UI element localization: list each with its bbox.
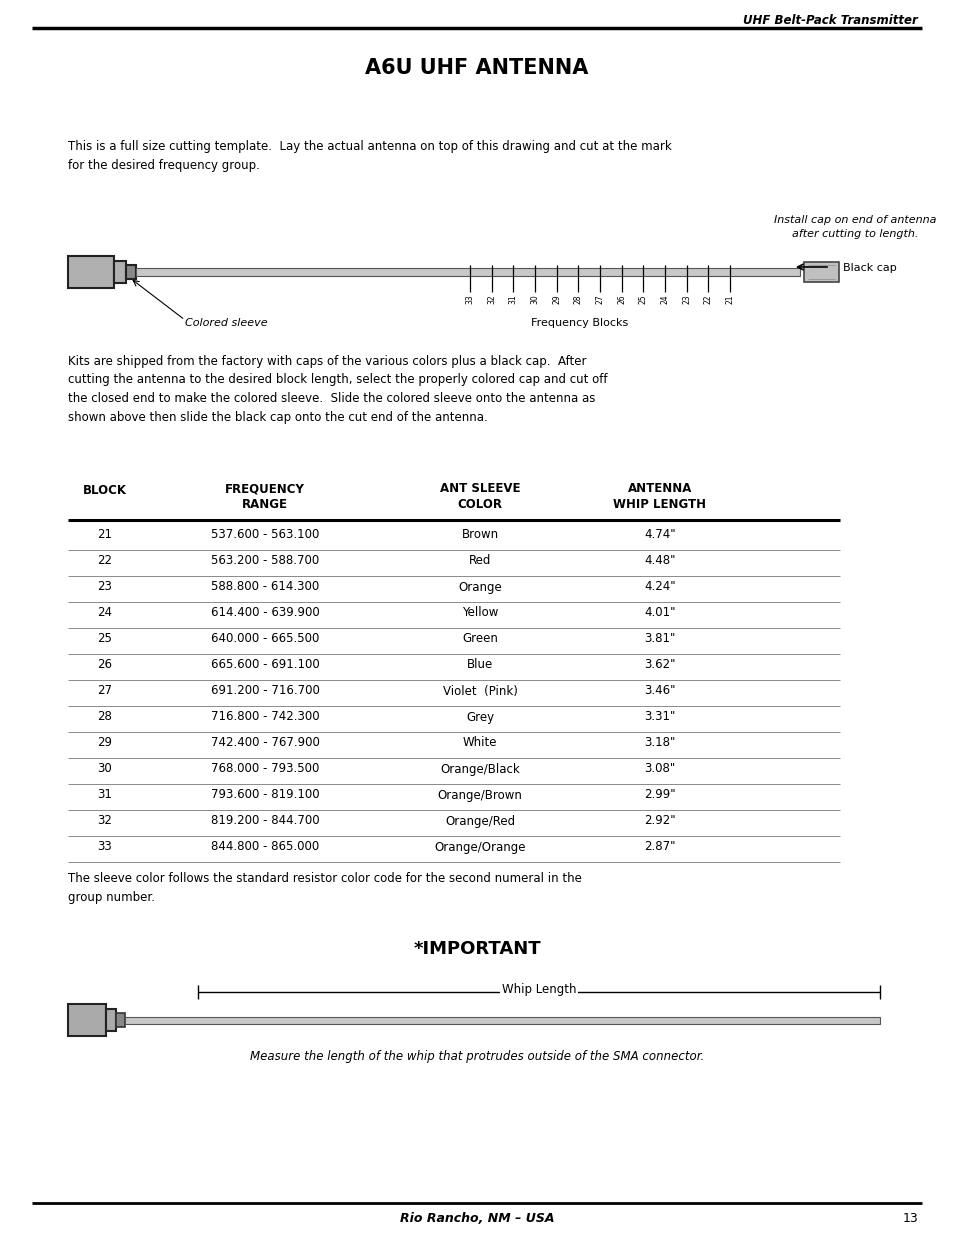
Bar [136, 268, 800, 275]
Text: 640.000 - 665.500: 640.000 - 665.500 [211, 632, 319, 646]
Text: Orange/Brown: Orange/Brown [437, 788, 522, 802]
Text: Brown: Brown [461, 529, 498, 541]
Text: Frequency Blocks: Frequency Blocks [531, 317, 628, 329]
Text: Install cap on end of antenna
after cutting to length.: Install cap on end of antenna after cutt… [773, 215, 935, 240]
Text: 31: 31 [97, 788, 112, 802]
Text: Colored sleeve: Colored sleeve [185, 317, 268, 329]
Text: 588.800 - 614.300: 588.800 - 614.300 [211, 580, 319, 594]
Text: Orange/Orange: Orange/Orange [434, 841, 525, 853]
Text: 33: 33 [465, 294, 474, 304]
Text: Orange/Black: Orange/Black [439, 762, 519, 776]
Text: Measure the length of the whip that protrudes outside of the SMA connector.: Measure the length of the whip that prot… [250, 1050, 703, 1063]
Text: BLOCK: BLOCK [83, 484, 127, 496]
Text: Orange/Red: Orange/Red [444, 815, 515, 827]
Text: 2.87": 2.87" [643, 841, 675, 853]
Text: This is a full size cutting template.  Lay the actual antenna on top of this dra: This is a full size cutting template. La… [68, 140, 671, 172]
Bar [126, 266, 136, 279]
Text: 24: 24 [97, 606, 112, 620]
Text: 4.74": 4.74" [643, 529, 675, 541]
Text: 27: 27 [595, 294, 604, 304]
Text: 24: 24 [659, 294, 669, 304]
Text: 716.800 - 742.300: 716.800 - 742.300 [211, 710, 319, 724]
Bar [125, 1016, 879, 1024]
Text: 2.92": 2.92" [643, 815, 675, 827]
Text: 3.81": 3.81" [643, 632, 675, 646]
Text: 26: 26 [97, 658, 112, 672]
Text: Kits are shipped from the factory with caps of the various colors plus a black c: Kits are shipped from the factory with c… [68, 354, 607, 424]
Text: White: White [462, 736, 497, 750]
Text: 3.18": 3.18" [643, 736, 675, 750]
Text: 4.24": 4.24" [643, 580, 675, 594]
Text: 742.400 - 767.900: 742.400 - 767.900 [211, 736, 319, 750]
Text: 819.200 - 844.700: 819.200 - 844.700 [211, 815, 319, 827]
Text: 844.800 - 865.000: 844.800 - 865.000 [211, 841, 319, 853]
Text: ANT SLEEVE
COLOR: ANT SLEEVE COLOR [439, 482, 519, 511]
Text: The sleeve color follows the standard resistor color code for the second numeral: The sleeve color follows the standard re… [68, 872, 581, 904]
Text: 768.000 - 793.500: 768.000 - 793.500 [211, 762, 319, 776]
Text: 21: 21 [97, 529, 112, 541]
Text: 28: 28 [574, 294, 582, 304]
Text: 22: 22 [703, 294, 712, 304]
Text: 4.48": 4.48" [643, 555, 675, 568]
Text: UHF Belt-Pack Transmitter: UHF Belt-Pack Transmitter [742, 14, 917, 26]
Text: Rio Rancho, NM – USA: Rio Rancho, NM – USA [399, 1212, 554, 1224]
Text: *IMPORTANT: *IMPORTANT [413, 940, 540, 958]
Text: 3.62": 3.62" [643, 658, 675, 672]
Text: FREQUENCY
RANGE: FREQUENCY RANGE [225, 482, 305, 511]
Text: Orange: Orange [457, 580, 501, 594]
Bar [116, 1013, 125, 1028]
Text: 33: 33 [97, 841, 112, 853]
Text: 537.600 - 563.100: 537.600 - 563.100 [211, 529, 319, 541]
Text: 23: 23 [681, 294, 690, 304]
Text: 563.200 - 588.700: 563.200 - 588.700 [211, 555, 319, 568]
Text: Grey: Grey [465, 710, 494, 724]
Bar [68, 1004, 106, 1036]
Text: 3.46": 3.46" [643, 684, 675, 698]
Text: 32: 32 [487, 294, 496, 304]
Text: 28: 28 [97, 710, 112, 724]
Bar [113, 261, 126, 283]
Text: 793.600 - 819.100: 793.600 - 819.100 [211, 788, 319, 802]
Text: 32: 32 [97, 815, 112, 827]
Text: 21: 21 [724, 294, 734, 304]
Text: 25: 25 [97, 632, 112, 646]
Text: 27: 27 [97, 684, 112, 698]
Text: 31: 31 [508, 294, 517, 304]
Text: 25: 25 [639, 294, 647, 304]
Text: 30: 30 [530, 294, 539, 304]
Text: 3.08": 3.08" [643, 762, 675, 776]
Text: Black cap: Black cap [842, 263, 896, 273]
Text: Green: Green [461, 632, 497, 646]
Text: Whip Length: Whip Length [501, 983, 576, 995]
Text: 13: 13 [902, 1212, 917, 1224]
Text: 23: 23 [97, 580, 112, 594]
Text: 691.200 - 716.700: 691.200 - 716.700 [211, 684, 319, 698]
Text: 665.600 - 691.100: 665.600 - 691.100 [211, 658, 319, 672]
Text: 3.31": 3.31" [643, 710, 675, 724]
Text: 29: 29 [552, 294, 560, 304]
Text: 4.01": 4.01" [643, 606, 675, 620]
Bar [68, 256, 113, 288]
Bar [106, 1009, 116, 1031]
Text: A6U UHF ANTENNA: A6U UHF ANTENNA [365, 58, 588, 78]
Text: 29: 29 [97, 736, 112, 750]
Text: 30: 30 [97, 762, 112, 776]
Bar [803, 262, 838, 282]
Text: 2.99": 2.99" [643, 788, 675, 802]
Text: 614.400 - 639.900: 614.400 - 639.900 [211, 606, 319, 620]
Text: Violet  (Pink): Violet (Pink) [442, 684, 517, 698]
Text: Blue: Blue [466, 658, 493, 672]
Text: Red: Red [468, 555, 491, 568]
Text: 22: 22 [97, 555, 112, 568]
Text: ANTENNA
WHIP LENGTH: ANTENNA WHIP LENGTH [613, 482, 706, 511]
Text: 26: 26 [617, 294, 625, 304]
Text: Yellow: Yellow [461, 606, 497, 620]
